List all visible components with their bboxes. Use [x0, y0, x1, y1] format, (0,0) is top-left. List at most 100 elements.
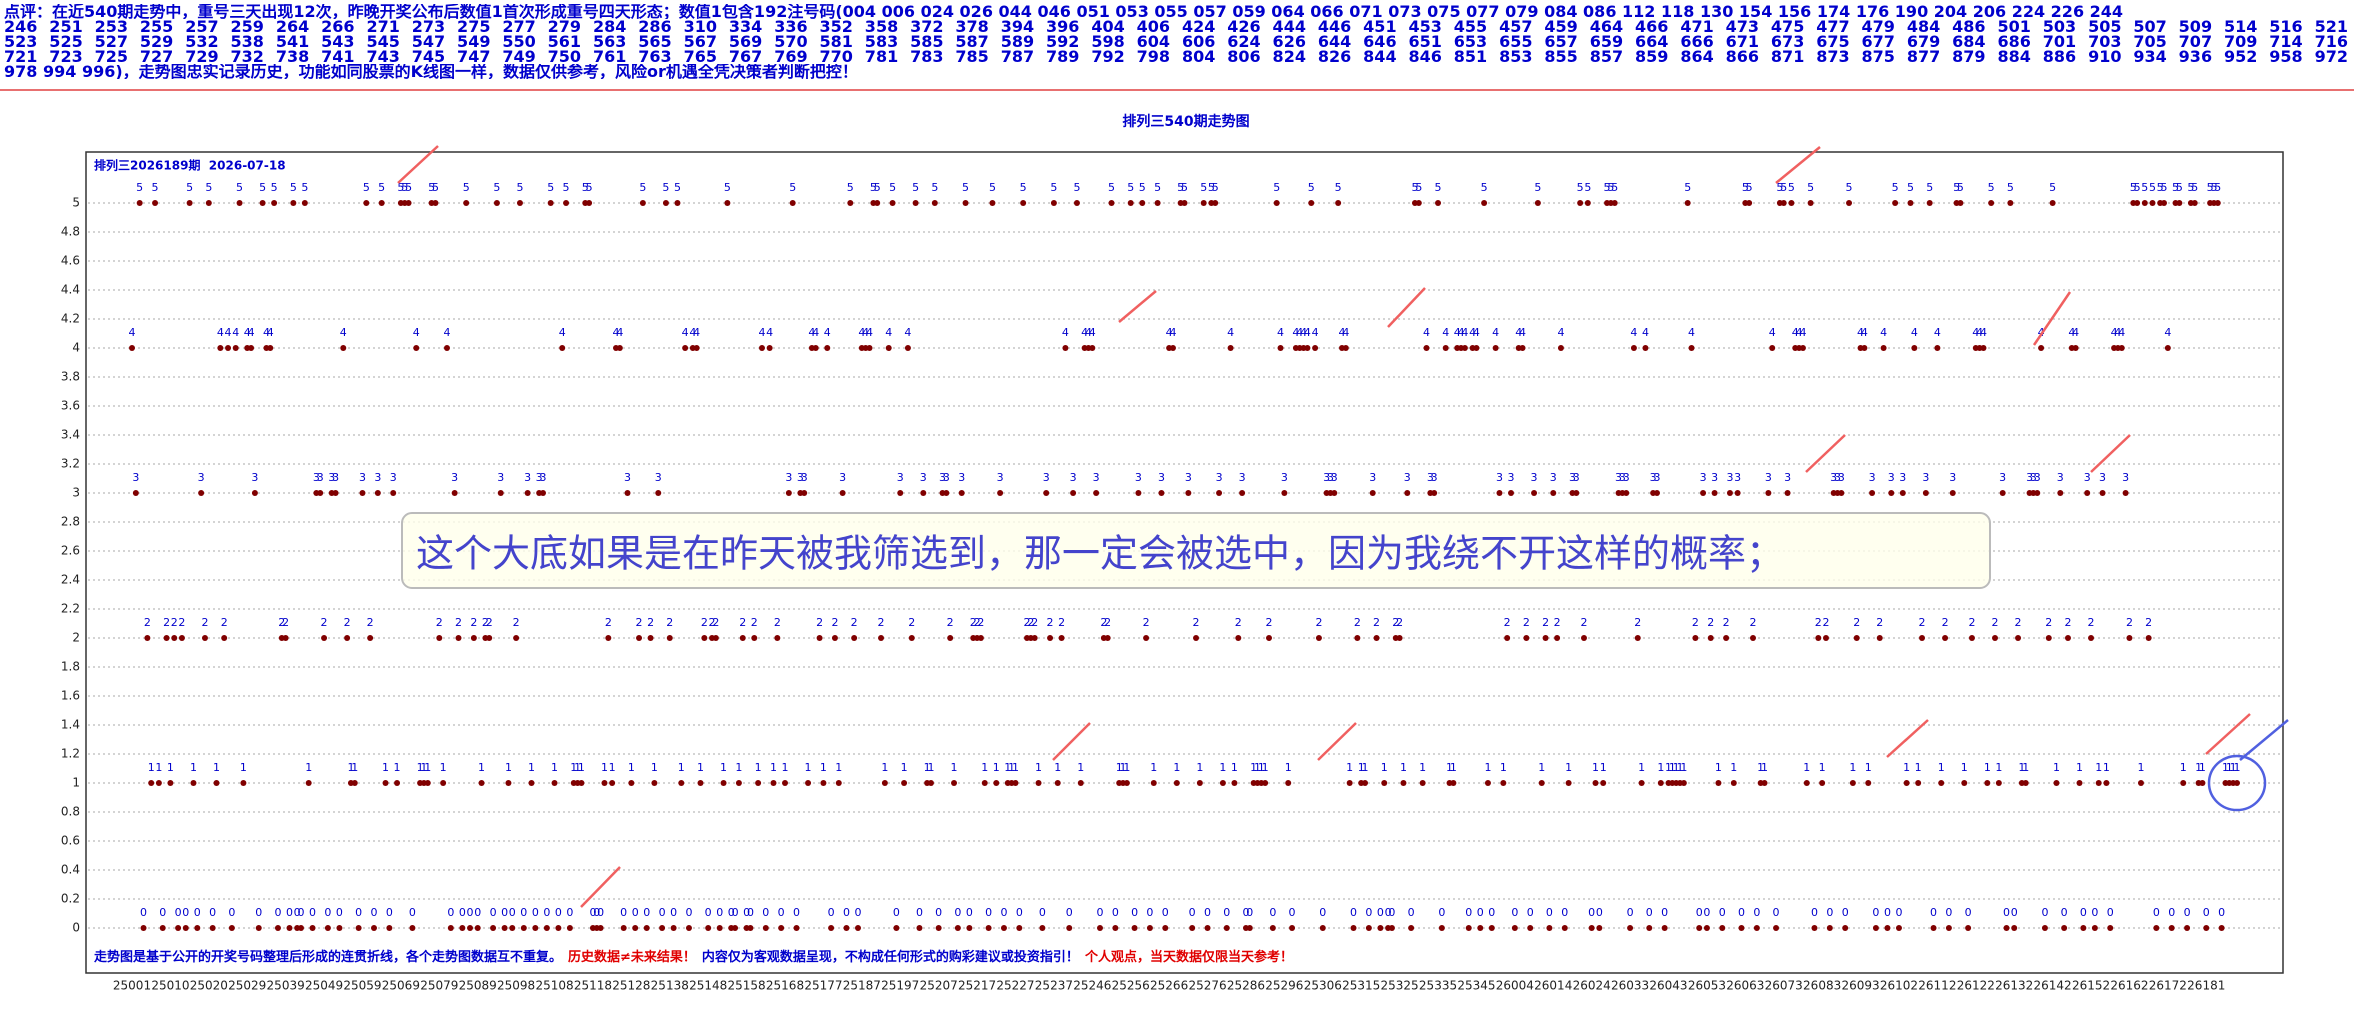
point	[386, 925, 393, 931]
value-label: 3	[1573, 471, 1580, 484]
point	[1700, 490, 1707, 496]
value-label: 0	[2203, 906, 2210, 919]
value-label: 5	[2007, 181, 2014, 194]
value-label: 4	[866, 326, 873, 339]
point	[1930, 925, 1937, 931]
point	[962, 200, 969, 206]
x-tick-label: 25335	[1419, 979, 1457, 993]
value-label: 5	[889, 181, 896, 194]
value-label: 4	[1473, 326, 1480, 339]
point	[2118, 345, 2125, 351]
point	[205, 200, 212, 206]
point	[927, 780, 934, 786]
value-label: 1	[420, 761, 427, 774]
y-tick-label: 0.6	[61, 834, 80, 848]
point	[1031, 635, 1038, 641]
point	[1554, 635, 1561, 641]
point	[1077, 780, 1084, 786]
value-label: 0	[1000, 906, 1007, 919]
comment-line: 523 525 527 529 532 538 541 543 545 547 …	[4, 34, 2348, 49]
value-label: 2	[278, 616, 285, 629]
value-label: 2	[482, 616, 489, 629]
point	[1450, 780, 1457, 786]
x-tick-label: 25118	[574, 979, 612, 993]
point	[543, 925, 550, 931]
point	[2122, 490, 2129, 496]
point	[947, 635, 954, 641]
point	[1204, 925, 1211, 931]
value-label: 3	[328, 471, 335, 484]
value-label: 0	[593, 906, 600, 919]
point	[651, 780, 658, 786]
value-label: 0	[1719, 906, 1726, 919]
value-label: 0	[728, 906, 735, 919]
value-label: 1	[1004, 761, 1011, 774]
value-label: 5	[2207, 181, 2214, 194]
point	[578, 780, 585, 786]
point	[2076, 780, 2083, 786]
value-label: 3	[839, 471, 846, 484]
point	[828, 925, 835, 931]
arrow	[1118, 290, 1157, 323]
value-label: 5	[1177, 181, 1184, 194]
x-tick-label: 26093	[1841, 979, 1879, 993]
value-label: 1	[2230, 761, 2237, 774]
value-label: 4	[1880, 326, 1887, 339]
point	[505, 780, 512, 786]
point	[1811, 925, 1818, 931]
x-tick-label: 25325	[1381, 979, 1419, 993]
value-label: 1	[2234, 761, 2241, 774]
value-label: 5	[1481, 181, 1488, 194]
value-label: 1	[440, 761, 447, 774]
value-label: 0	[386, 906, 393, 919]
point	[332, 490, 339, 496]
value-label: 0	[1826, 906, 1833, 919]
value-label: 3	[997, 471, 1004, 484]
point	[1942, 635, 1949, 641]
point	[1934, 345, 1941, 351]
point	[755, 780, 762, 786]
y-tick-label: 3.4	[61, 428, 80, 442]
value-label: 3	[132, 471, 139, 484]
value-label: 0	[324, 906, 331, 919]
value-label: 2	[470, 616, 477, 629]
value-label: 1	[1173, 761, 1180, 774]
point	[712, 635, 719, 641]
point	[1388, 925, 1395, 931]
point	[1335, 200, 1342, 206]
value-label: 1	[1250, 761, 1257, 774]
value-label: 1	[1008, 761, 1015, 774]
point	[1492, 345, 1499, 351]
point	[1684, 200, 1691, 206]
value-label: 0	[1350, 906, 1357, 919]
value-label: 0	[298, 906, 305, 919]
point	[1154, 200, 1161, 206]
value-label: 2	[436, 616, 443, 629]
value-label: 0	[659, 906, 666, 919]
point	[1496, 490, 1503, 496]
point	[144, 635, 151, 641]
point	[213, 780, 220, 786]
point	[2072, 345, 2079, 351]
point	[1143, 635, 1150, 641]
point	[616, 345, 623, 351]
value-label: 0	[1703, 906, 1710, 919]
value-label: 0	[893, 906, 900, 919]
value-label: 3	[939, 471, 946, 484]
value-label: 1	[2195, 761, 2202, 774]
point	[1726, 490, 1733, 496]
value-label: 0	[543, 906, 550, 919]
y-tick-label: 4.2	[61, 312, 80, 326]
value-label: 3	[536, 471, 543, 484]
y-tick-label: 1.2	[61, 747, 80, 761]
value-label: 4	[1796, 326, 1803, 339]
value-label: 4	[1557, 326, 1564, 339]
point	[1861, 345, 1868, 351]
point	[1354, 635, 1361, 641]
value-label: 3	[1569, 471, 1576, 484]
value-label: 2	[816, 616, 823, 629]
value-label: 2	[1876, 616, 1883, 629]
value-label: 0	[501, 906, 508, 919]
value-label: 0	[1627, 906, 1634, 919]
value-label: 2	[1542, 616, 1549, 629]
